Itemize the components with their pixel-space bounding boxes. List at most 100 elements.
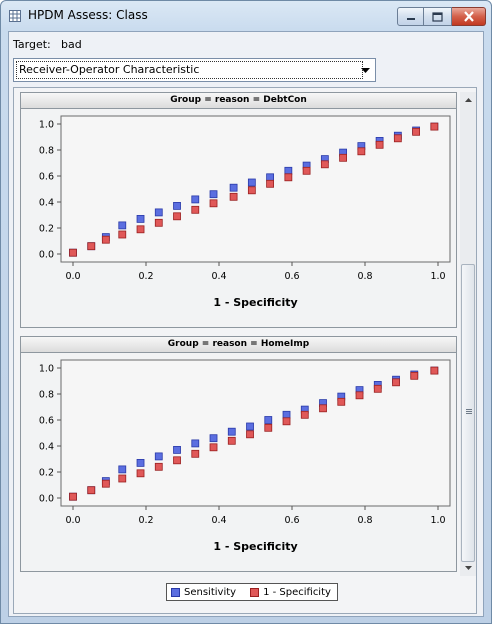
close-icon: [463, 11, 474, 22]
sensitivity-point: [154, 452, 163, 461]
sensitivity-point: [191, 439, 200, 448]
y-tick-label: 0.6: [39, 172, 54, 183]
x-tick-label: 0.2: [138, 515, 153, 526]
specificity-point: [355, 391, 364, 400]
target-label: Target:: [13, 38, 51, 51]
specificity-point: [118, 474, 127, 483]
y-tick-label: 1.0: [39, 364, 54, 375]
panel-title: Group = reason = DebtCon: [21, 93, 456, 109]
sensitivity-point: [247, 178, 256, 187]
plot-area: [60, 359, 451, 507]
vertical-scrollbar[interactable]: [460, 92, 476, 576]
sensitivity-point: [136, 459, 145, 467]
sensitivity-point: [173, 446, 181, 454]
scroll-down-button[interactable]: [460, 560, 476, 576]
assessment-type-value: Receiver-Operator Characteristic: [16, 61, 363, 79]
sensitivity-point: [173, 202, 181, 210]
scroll-down-icon: [464, 566, 472, 570]
maximize-icon: [432, 11, 443, 22]
specificity-point: [375, 140, 384, 149]
chart-panel-homeimp: Group = reason = HomeImp 0.0 0.2 0.4 0.6 0.8…: [20, 336, 457, 572]
specificity-point: [412, 127, 421, 136]
close-button[interactable]: [452, 7, 486, 26]
specificity-point: [393, 134, 402, 143]
legend-swatch-sensitivity: [171, 587, 180, 597]
legend-label: 1 - Specificity: [263, 586, 331, 598]
sensitivity-point: [209, 190, 218, 199]
x-tick-label: 0.8: [357, 515, 372, 526]
target-value: bad: [61, 38, 82, 51]
sensitivity-point: [227, 427, 236, 436]
specificity-point: [101, 479, 110, 488]
specificity-point: [284, 173, 293, 182]
specificity-point: [191, 449, 200, 458]
legend-item-sensitivity: Sensitivity: [171, 587, 236, 598]
roc-chart-debtcon: 0.0 0.2 0.4 0.6 0.8 1.0 0.0 0.2 0.4 0.6 0.8 1.0 1 - …: [39, 115, 451, 309]
specificity-point: [87, 242, 96, 251]
specificity-point: [209, 199, 218, 208]
scroll-up-icon: [464, 98, 472, 102]
specificity-point: [118, 230, 127, 239]
sensitivity-point: [209, 434, 218, 443]
x-tick-label: 0.6: [284, 515, 299, 526]
sensitivity-point: [282, 410, 291, 419]
specificity-point: [209, 443, 218, 452]
minimize-button[interactable]: [397, 7, 424, 26]
x-tick-label: 0.0: [65, 515, 80, 526]
specificity-point: [227, 436, 236, 445]
specificity-point: [392, 378, 400, 387]
x-axis-label: 1 - Specificity: [213, 540, 297, 553]
specificity-point: [337, 397, 346, 406]
specificity-point: [173, 456, 181, 465]
sensitivity-point: [191, 195, 200, 204]
sensitivity-point: [118, 465, 127, 474]
x-tick-label: 0.6: [284, 271, 299, 282]
sensitivity-point: [136, 215, 145, 223]
specificity-point: [154, 218, 163, 227]
legend-item-specificity: 1 - Specificity: [250, 587, 331, 598]
y-tick-label: 0.8: [39, 390, 54, 401]
x-tick-label: 0.8: [357, 271, 372, 282]
dialog-body: Target: bad Receiver-Operator Characteri…: [8, 31, 484, 617]
y-tick-label: 0.2: [39, 468, 54, 479]
chart-legend: Sensitivity 1 - Specificity: [166, 583, 338, 601]
specificity-point: [69, 248, 77, 257]
sensitivity-point: [118, 221, 127, 230]
scrollbar-thumb[interactable]: [461, 264, 475, 562]
specificity-point: [282, 417, 291, 426]
window-title: HPDM Assess: Class: [28, 8, 148, 22]
assessment-type-select[interactable]: Receiver-Operator Characteristic: [13, 58, 376, 82]
specificity-point: [69, 492, 77, 501]
specificity-point: [320, 160, 329, 169]
specificity-point: [410, 371, 419, 380]
y-tick-label: 0.4: [39, 442, 54, 453]
y-tick-label: 0.0: [39, 250, 54, 261]
specificity-point: [302, 166, 311, 175]
y-tick-label: 0.0: [39, 494, 54, 505]
x-tick-label: 1.0: [430, 515, 445, 526]
specificity-point: [191, 205, 200, 214]
legend-swatch-specificity: [250, 587, 260, 597]
roc-chart-homeimp: 0.0 0.2 0.4 0.6 0.8 1.0 0.0 0.2 0.4 0.6 0.8 1.0 1 - …: [39, 359, 451, 553]
scroll-up-button[interactable]: [460, 92, 476, 108]
specificity-point: [373, 384, 382, 393]
x-axis-label: 1 - Specificity: [213, 296, 297, 309]
specificity-point: [266, 179, 275, 188]
results-area: Group = reason = DebtCon 0.0 0.2 0.4 0.6 0.8…: [13, 87, 477, 614]
x-tick-label: 0.0: [65, 271, 80, 282]
sensitivity-point: [246, 422, 254, 431]
sensitivity-point: [284, 166, 293, 175]
x-tick-label: 0.4: [211, 271, 226, 282]
dropdown-button[interactable]: [357, 60, 374, 80]
x-tick-label: 0.2: [138, 271, 153, 282]
title-bar[interactable]: HPDM Assess: Class: [1, 1, 491, 31]
grid-icon: [9, 10, 21, 22]
sensitivity-point: [266, 173, 275, 182]
maximize-button[interactable]: [424, 7, 452, 26]
specificity-point: [136, 225, 145, 234]
specificity-point: [247, 186, 256, 195]
specificity-point: [430, 122, 439, 131]
specificity-point: [87, 486, 96, 495]
x-tick-label: 0.4: [211, 515, 226, 526]
